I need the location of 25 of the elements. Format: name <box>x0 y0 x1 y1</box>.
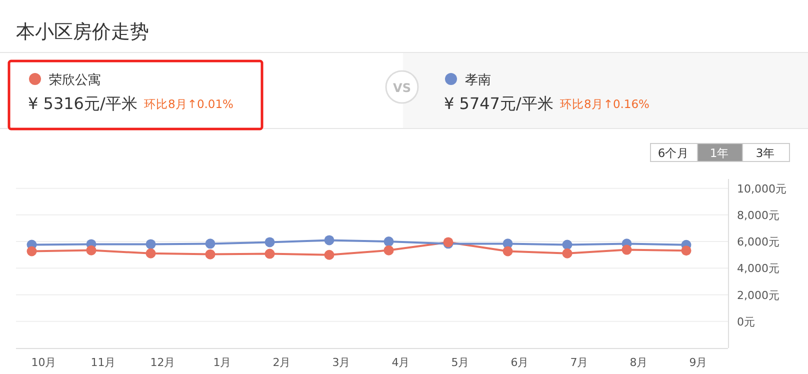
x-tick-label: 5月 <box>451 356 470 369</box>
y-tick-label: 4,000元 <box>737 262 780 276</box>
x-tick-label: 11月 <box>90 356 116 369</box>
x-tick-label: 6月 <box>510 356 529 369</box>
y-tick-label: 8,000元 <box>737 208 780 222</box>
x-tick-label: 10月 <box>31 356 56 369</box>
x-tick-label: 1月 <box>213 356 232 369</box>
legend-label: 荣欣公寓 <box>49 72 101 88</box>
x-tick-label: 7月 <box>570 356 588 369</box>
y-tick-label: 10,000元 <box>737 182 786 196</box>
y-tick-label: 0元 <box>737 315 755 328</box>
x-tick-label: 2月 <box>272 356 291 369</box>
chart-title: 本小区房价走势 <box>16 21 149 43</box>
x-tick-label: 4月 <box>392 356 410 369</box>
x-tick-label: 12月 <box>150 356 176 369</box>
x-tick-label: 9月 <box>689 356 708 369</box>
x-tick-label: 8月 <box>630 356 648 369</box>
x-tick-label: 3月 <box>332 356 350 369</box>
text: VS <box>393 81 411 95</box>
legend-label: 孝南 <box>465 73 491 88</box>
y-tick-label: 2,000元 <box>737 288 780 302</box>
text: 6个月 <box>658 146 690 160</box>
text: 3年 <box>756 146 776 160</box>
y-tick-label: 6,000元 <box>737 236 780 249</box>
text: 1年 <box>710 146 730 160</box>
